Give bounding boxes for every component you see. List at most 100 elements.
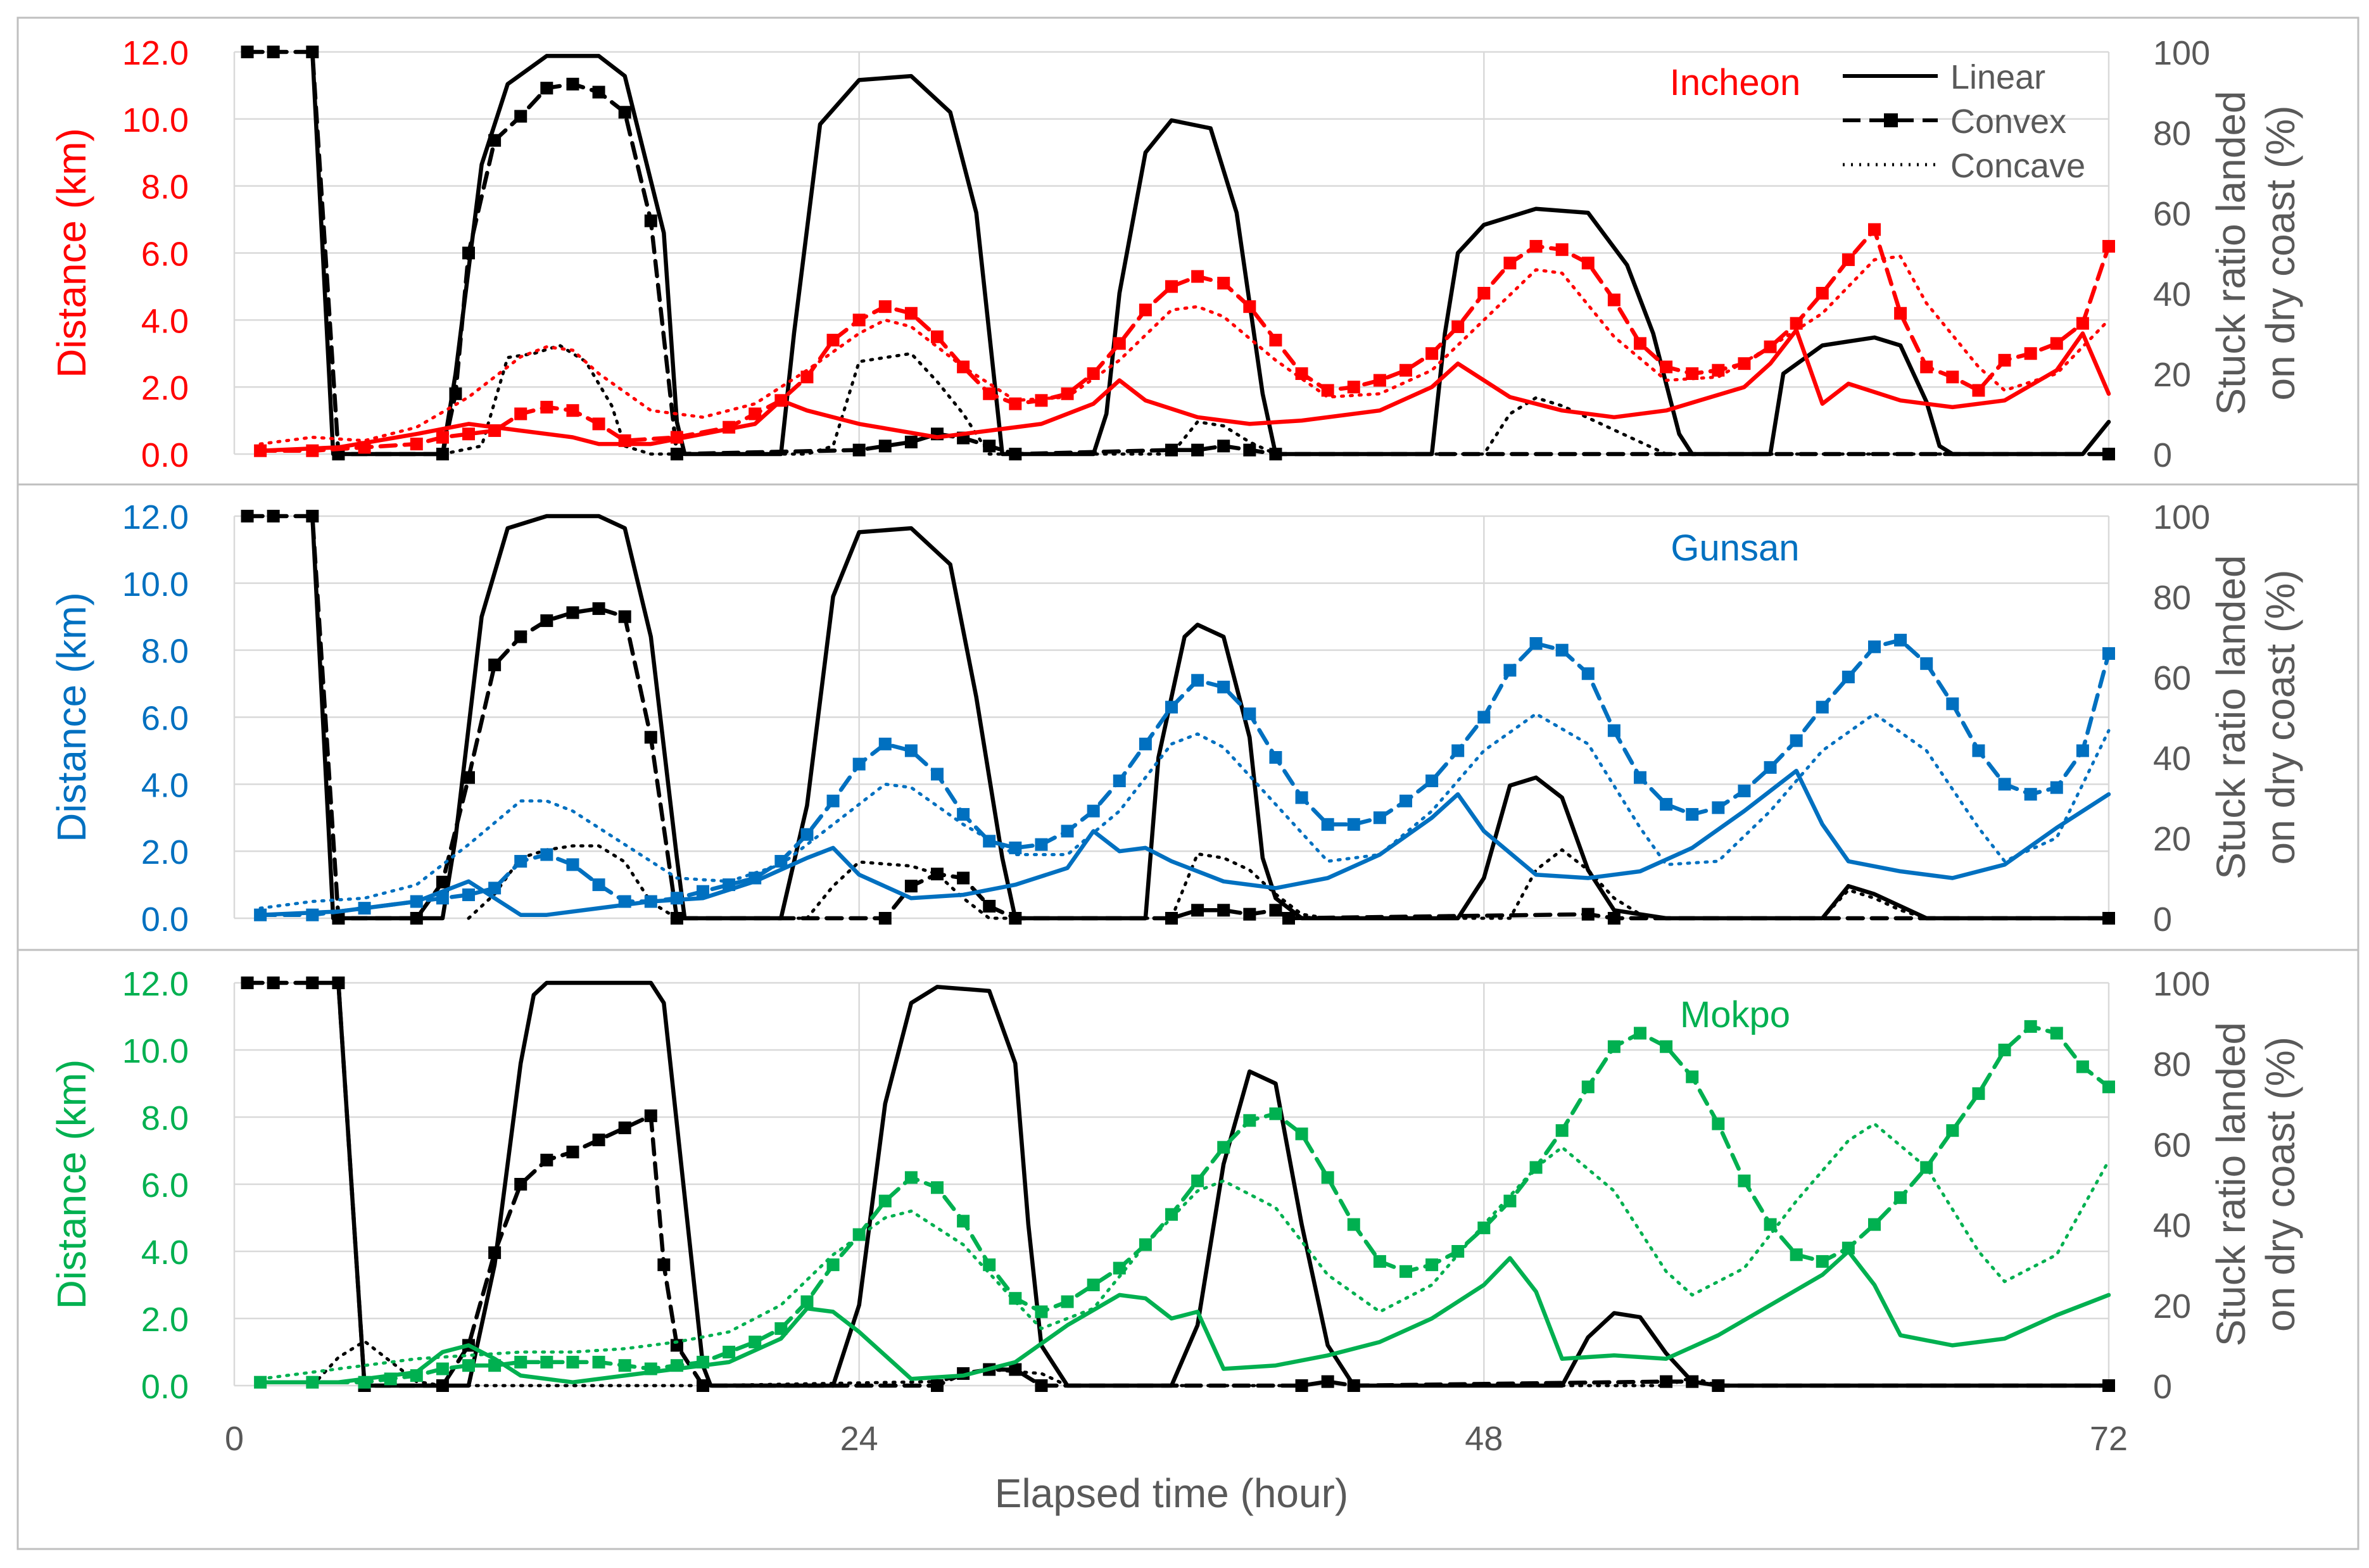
y2-axis-title-line: on dry coast (%)	[2258, 570, 2303, 865]
distance-convex-marker	[1660, 798, 1673, 811]
distance-convex-marker	[670, 1359, 683, 1372]
distance-convex-marker	[1868, 1218, 1881, 1231]
stuck-ratio-convex-marker	[566, 77, 579, 91]
distance-convex-marker	[826, 334, 840, 347]
distance-convex-marker	[2076, 744, 2089, 757]
distance-convex-marker	[1425, 775, 1439, 788]
y-tick-label: 2.0	[141, 833, 189, 871]
distance-convex-marker	[749, 871, 762, 885]
distance-convex-marker	[1634, 771, 1646, 784]
distance-convex-marker	[1035, 1305, 1048, 1318]
distance-convex-marker	[1816, 287, 1829, 300]
stuck-ratio-convex-marker	[1269, 904, 1282, 917]
distance-convex-marker	[1581, 667, 1595, 680]
y2-axis-title-line: on dry coast (%)	[2258, 106, 2303, 401]
distance-convex-marker	[1451, 744, 1465, 757]
distance-convex-marker	[1451, 1245, 1465, 1258]
distance-convex-marker	[1738, 1174, 1751, 1187]
distance-convex-marker	[1712, 364, 1725, 377]
y2-tick-label: 40	[2153, 740, 2191, 778]
distance-convex-marker	[670, 892, 683, 905]
distance-convex-marker	[1347, 1218, 1360, 1231]
distance-convex-marker	[1503, 664, 1517, 677]
y2-tick-label: 20	[2153, 356, 2191, 394]
distance-convex-marker	[1399, 1265, 1412, 1278]
stuck-ratio-convex-marker	[267, 510, 280, 522]
y2-axis-title: Stuck ratio landedon dry coast (%)	[2208, 1022, 2303, 1346]
distance-convex-marker	[1087, 367, 1100, 380]
figure-frame	[16, 16, 2360, 1550]
stuck-ratio-convex-marker	[1347, 1379, 1360, 1392]
distance-convex-marker	[1425, 1258, 1439, 1272]
distance-convex-marker	[1581, 1080, 1595, 1094]
distance-convex-marker	[1477, 287, 1491, 300]
distance-convex-marker	[878, 1194, 892, 1208]
distance-convex-marker	[462, 1359, 475, 1372]
distance-convex-marker	[774, 394, 788, 407]
right-tick-labels: 0 20 40 60 80 100	[2153, 965, 2210, 1406]
distance-convex-marker	[1634, 1027, 1646, 1040]
distance-convex-marker	[2050, 337, 2063, 350]
stuck-ratio-convex-marker	[241, 977, 254, 989]
stuck-ratio-convex-marker	[592, 602, 605, 616]
stuck-ratio-convex-marker	[1295, 1379, 1308, 1392]
y2-tick-label: 60	[2153, 1126, 2191, 1164]
distance-concave-line	[258, 712, 2111, 910]
stuck-ratio-convex-marker	[1035, 1379, 1048, 1392]
distance-convex-marker	[1425, 347, 1439, 360]
distance-convex-marker	[774, 1322, 788, 1335]
distance-convex-marker	[410, 438, 423, 451]
stuck-ratio-convex-marker	[306, 977, 319, 989]
distance-convex-marker	[306, 444, 319, 457]
distance-convex-marker	[1529, 239, 1543, 253]
stuck-ratio-convex-marker	[514, 630, 527, 643]
distance-convex-marker	[514, 407, 527, 420]
stuck-ratio-convex-marker	[514, 110, 527, 123]
distance-convex-marker	[1972, 384, 1985, 397]
x-tick-label: 24	[840, 1420, 878, 1458]
stuck-ratio-linear-line	[310, 514, 2111, 921]
stuck-ratio-convex-marker	[904, 880, 918, 893]
distance-convex-marker	[1816, 700, 1829, 714]
y2-axis-title: Stuck ratio landedon dry coast (%)	[2208, 91, 2303, 415]
distance-convex-marker	[1191, 270, 1204, 283]
distance-convex-marker	[1764, 761, 1777, 774]
distance-convex-marker	[1607, 293, 1620, 307]
y-tick-label: 4.0	[141, 766, 189, 804]
stuck-ratio-linear-line	[310, 49, 2111, 457]
distance-convex-marker	[1712, 801, 1725, 814]
distance-convex-marker	[1920, 360, 1933, 374]
left-tick-labels: 0.0 2.0 4.0 6.0 8.0 10.0 12.0	[122, 965, 189, 1406]
stuck-ratio-convex-marker	[1217, 904, 1230, 917]
stuck-ratio-convex-marker	[983, 899, 996, 913]
distance-convex-marker	[1139, 737, 1152, 750]
distance-convex-marker	[1269, 751, 1282, 764]
stuck-ratio-linear-line	[336, 980, 2111, 1388]
distance-convex-marker	[1321, 1171, 1334, 1184]
stuck-ratio-convex-marker	[540, 614, 553, 628]
x-tick-label: 0	[225, 1420, 244, 1458]
panel-title: Gunsan	[1671, 528, 1799, 569]
distance-convex-marker	[1009, 841, 1022, 854]
y2-tick-label: 80	[2153, 1046, 2191, 1084]
distance-convex-marker	[436, 1362, 449, 1375]
x-axis: 0 24 48 72	[225, 1420, 2128, 1458]
distance-convex-marker	[592, 417, 605, 431]
distance-convex-marker	[1894, 633, 1907, 647]
stuck-ratio-convex-marker	[540, 1153, 553, 1167]
stuck-ratio-convex-marker	[267, 977, 280, 989]
y-tick-label: 0.0	[141, 901, 189, 939]
distance-convex-marker	[254, 908, 267, 921]
stuck-ratio-convex-marker	[488, 134, 502, 147]
distance-convex-marker	[410, 1369, 423, 1382]
distance-convex-marker	[618, 434, 631, 447]
distance-convex-marker	[1790, 734, 1803, 747]
distance-convex-marker	[618, 895, 631, 908]
distance-convex-marker	[1347, 818, 1360, 831]
stuck-ratio-convex-marker	[241, 46, 254, 58]
y-tick-label: 0.0	[141, 436, 189, 474]
y-tick-label: 8.0	[141, 633, 189, 671]
y2-tick-label: 100	[2153, 965, 2210, 1003]
